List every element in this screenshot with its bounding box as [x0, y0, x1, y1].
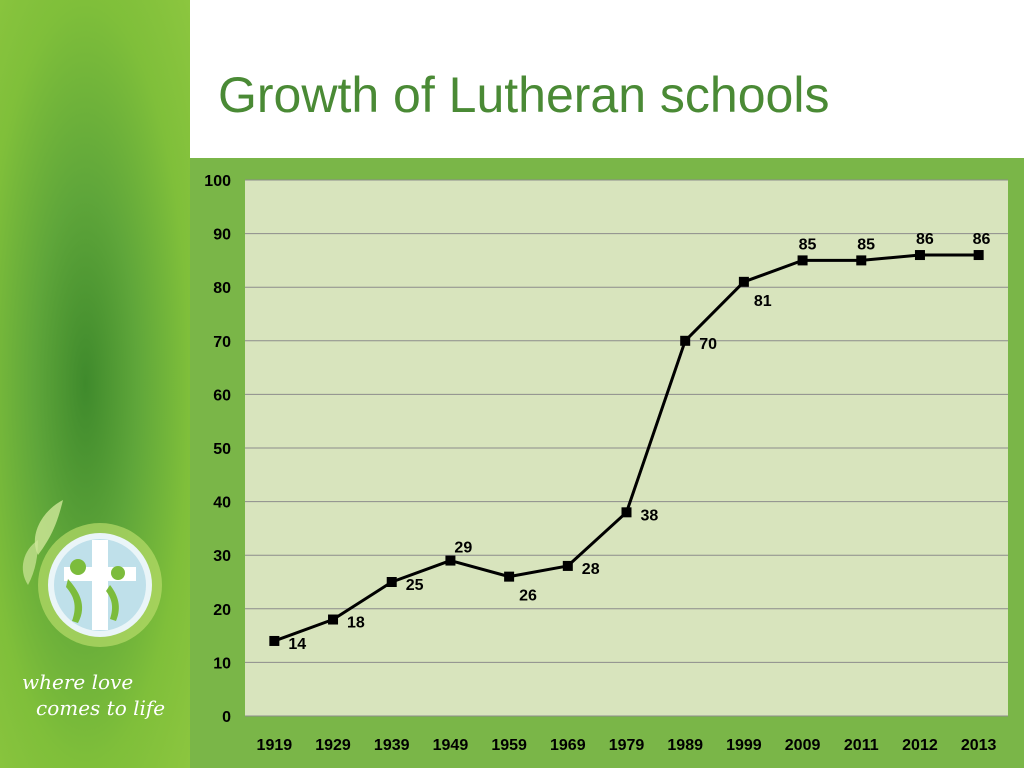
x-tick-label: 1959	[491, 737, 527, 754]
y-tick-label: 30	[213, 548, 231, 565]
logo-icon	[18, 495, 168, 655]
y-tick-label: 90	[213, 227, 231, 244]
tagline-line2: comes to life	[36, 696, 166, 720]
data-point-marker	[680, 335, 691, 346]
x-tick-label: 1989	[667, 737, 703, 754]
data-label: 81	[754, 293, 772, 310]
data-point-marker	[973, 250, 984, 261]
data-label: 85	[799, 236, 817, 253]
x-tick-label: 1939	[374, 737, 410, 754]
y-tick-label: 20	[213, 602, 231, 619]
line-chart: 0 10 20 30 40 50 60 70 80 90 100 1919 1929 1939 1949 19…	[204, 173, 1008, 754]
data-point-marker	[504, 571, 515, 582]
y-tick-label: 40	[213, 495, 231, 512]
data-point-marker	[328, 614, 339, 625]
data-point-marker	[386, 577, 397, 587]
data-label: 86	[916, 231, 934, 248]
x-tick-label: 1919	[257, 737, 293, 754]
y-tick-label: 0	[222, 709, 231, 726]
data-label: 86	[973, 231, 991, 248]
x-tick-label: 2011	[844, 737, 879, 754]
data-point-marker	[738, 276, 749, 287]
x-tick-label: 1969	[550, 737, 586, 754]
y-tick-label: 10	[213, 655, 231, 672]
tagline-line1: where love	[22, 670, 134, 694]
data-label: 25	[406, 577, 424, 594]
x-tick-label: 2012	[902, 737, 938, 754]
data-label: 38	[641, 507, 659, 524]
x-tick-label: 1949	[433, 737, 469, 754]
y-tick-label: 100	[204, 173, 231, 190]
data-label: 29	[454, 540, 472, 557]
data-point-marker	[856, 255, 867, 266]
data-point-marker	[797, 255, 808, 266]
data-label: 28	[582, 561, 600, 578]
y-tick-label: 60	[213, 387, 231, 404]
y-tick-label: 80	[213, 280, 231, 297]
data-label: 70	[699, 336, 717, 353]
data-point-marker	[621, 507, 632, 518]
data-label: 26	[519, 588, 537, 605]
x-tick-label: 1999	[726, 737, 762, 754]
data-point-marker	[914, 250, 925, 261]
tagline: where love comes to life	[14, 660, 184, 740]
x-tick-label: 2009	[785, 737, 821, 754]
data-label: 18	[347, 615, 365, 632]
y-tick-label: 50	[213, 441, 231, 458]
slide-title: Growth of Lutheran schools	[218, 67, 830, 123]
data-label: 85	[857, 236, 875, 253]
x-tick-label: 1929	[315, 737, 351, 754]
x-tick-label: 1979	[609, 737, 645, 754]
data-point-marker	[562, 560, 573, 571]
y-tick-label: 70	[213, 334, 231, 351]
chart-frame: 0 10 20 30 40 50 60 70 80 90 100 1919 1929 1939 1949 19…	[190, 158, 1024, 768]
data-point-marker	[269, 635, 280, 646]
data-point-marker	[445, 555, 456, 566]
sidebar: where love comes to life	[0, 0, 190, 768]
data-label: 14	[288, 636, 306, 653]
x-tick-label: 2013	[961, 737, 997, 754]
